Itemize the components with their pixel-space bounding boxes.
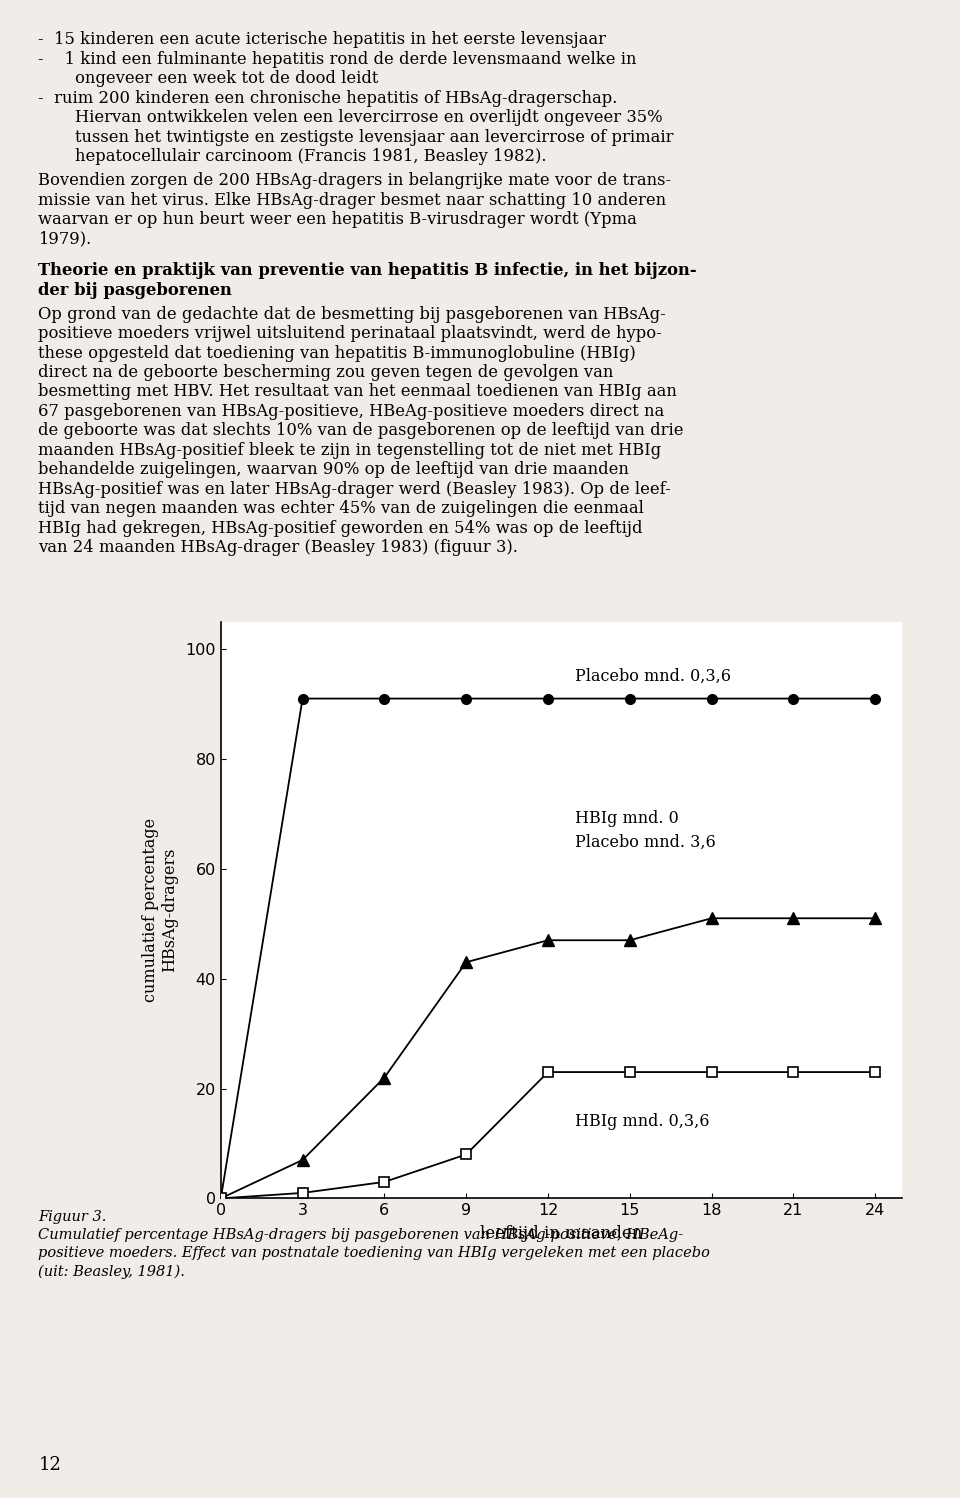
Text: waarvan er op hun beurt weer een hepatitis B-virusdrager wordt (Ypma: waarvan er op hun beurt weer een hepatit…	[38, 211, 637, 228]
Text: Theorie en praktijk van preventie van hepatitis B infectie, in het bijzon-: Theorie en praktijk van preventie van he…	[38, 262, 697, 279]
Text: maanden HBsAg-positief bleek te zijn in tegenstelling tot de niet met HBIg: maanden HBsAg-positief bleek te zijn in …	[38, 442, 661, 458]
Text: Placebo mnd. 0,3,6: Placebo mnd. 0,3,6	[575, 668, 732, 685]
Text: HBsAg-positief was en later HBsAg-drager werd (Beasley 1983). Op de leef-: HBsAg-positief was en later HBsAg-drager…	[38, 481, 671, 497]
Text: tussen het twintigste en zestigste levensjaar aan levercirrose of primair: tussen het twintigste en zestigste leven…	[75, 129, 673, 145]
Text: Hiervan ontwikkelen velen een levercirrose en overlijdt ongeveer 35%: Hiervan ontwikkelen velen een levercirro…	[75, 109, 662, 126]
Text: besmetting met HBV. Het resultaat van het eenmaal toedienen van HBIg aan: besmetting met HBV. Het resultaat van he…	[38, 383, 677, 400]
Text: these opgesteld dat toediening van hepatitis B-immunoglobuline (HBIg): these opgesteld dat toediening van hepat…	[38, 345, 636, 361]
Text: -    1 kind een fulminante hepatitis rond de derde levensmaand welke in: - 1 kind een fulminante hepatitis rond d…	[38, 51, 636, 67]
Text: 12: 12	[38, 1456, 61, 1474]
X-axis label: leeftijd in maanden: leeftijd in maanden	[480, 1225, 643, 1242]
Text: positieve moeders vrijwel uitsluitend perinataal plaatsvindt, werd de hypo-: positieve moeders vrijwel uitsluitend pe…	[38, 325, 662, 342]
Text: der bij pasgeborenen: der bij pasgeborenen	[38, 282, 232, 298]
Y-axis label: cumulatief percentage
HBsAg-dragers: cumulatief percentage HBsAg-dragers	[142, 818, 179, 1002]
Text: 67 pasgeborenen van HBsAg-positieve, HBeAg-positieve moeders direct na: 67 pasgeborenen van HBsAg-positieve, HBe…	[38, 403, 664, 419]
Text: HBIg mnd. 0,3,6: HBIg mnd. 0,3,6	[575, 1113, 709, 1129]
Text: hepatocellulair carcinoom (Francis 1981, Beasley 1982).: hepatocellulair carcinoom (Francis 1981,…	[75, 148, 546, 165]
Text: (uit: Beasley, 1981).: (uit: Beasley, 1981).	[38, 1264, 185, 1279]
Text: direct na de geboorte bescherming zou geven tegen de gevolgen van: direct na de geboorte bescherming zou ge…	[38, 364, 613, 380]
Text: tijd van negen maanden was echter 45% van de zuigelingen die eenmaal: tijd van negen maanden was echter 45% va…	[38, 500, 644, 517]
Text: Op grond van de gedachte dat de besmetting bij pasgeborenen van HBsAg-: Op grond van de gedachte dat de besmetti…	[38, 306, 666, 322]
Text: Bovendien zorgen de 200 HBsAg-dragers in belangrijke mate voor de trans-: Bovendien zorgen de 200 HBsAg-dragers in…	[38, 172, 672, 189]
Text: missie van het virus. Elke HBsAg-drager besmet naar schatting 10 anderen: missie van het virus. Elke HBsAg-drager …	[38, 192, 666, 208]
Text: de geboorte was dat slechts 10% van de pasgeborenen op de leeftijd van drie: de geboorte was dat slechts 10% van de p…	[38, 422, 684, 439]
Text: HBIg mnd. 0
Placebo mnd. 3,6: HBIg mnd. 0 Placebo mnd. 3,6	[575, 810, 716, 851]
Text: -  ruim 200 kinderen een chronische hepatitis of HBsAg-dragerschap.: - ruim 200 kinderen een chronische hepat…	[38, 90, 618, 106]
Text: van 24 maanden HBsAg-drager (Beasley 1983) (figuur 3).: van 24 maanden HBsAg-drager (Beasley 198…	[38, 539, 518, 556]
Text: Figuur 3.: Figuur 3.	[38, 1210, 107, 1224]
Text: 1979).: 1979).	[38, 231, 91, 247]
Text: ongeveer een week tot de dood leidt: ongeveer een week tot de dood leidt	[75, 70, 378, 87]
Text: -  15 kinderen een acute icterische hepatitis in het eerste levensjaar: - 15 kinderen een acute icterische hepat…	[38, 31, 607, 48]
Text: Cumulatief percentage HBsAg-dragers bij pasgeborenen van HBsAg-positieve, HBeAg-: Cumulatief percentage HBsAg-dragers bij …	[38, 1228, 684, 1242]
Text: positieve moeders. Effect van postnatale toediening van HBIg vergeleken met een : positieve moeders. Effect van postnatale…	[38, 1246, 710, 1260]
Text: HBIg had gekregen, HBsAg-positief geworden en 54% was op de leeftijd: HBIg had gekregen, HBsAg-positief geword…	[38, 520, 643, 536]
Text: behandelde zuigelingen, waarvan 90% op de leeftijd van drie maanden: behandelde zuigelingen, waarvan 90% op d…	[38, 461, 629, 478]
